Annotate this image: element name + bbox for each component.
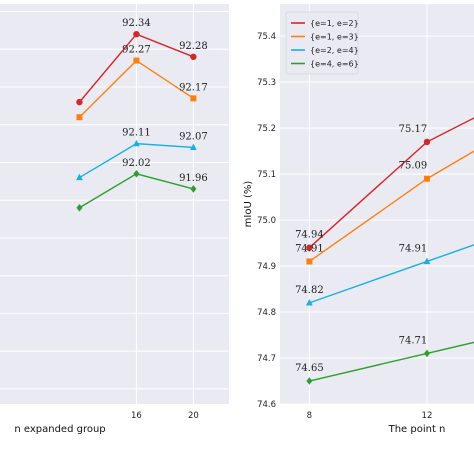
right-y-tick-label: 75.1 xyxy=(257,170,276,180)
left-x-axis-label: n expanded group xyxy=(14,424,105,435)
left-series-4-data-label: 92.02 xyxy=(122,158,151,169)
right-series-2-point xyxy=(423,175,430,182)
right-legend-label-1: {e=1, e=2} xyxy=(310,19,359,28)
left-series-3-data-label: 92.11 xyxy=(122,128,151,139)
left-series-4-point xyxy=(190,185,197,193)
right-legend-label-2: {e=1, e=3} xyxy=(310,33,359,42)
right-y-tick-label: 74.8 xyxy=(257,308,276,318)
right-x-axis-label: The point n xyxy=(388,424,446,435)
right-legend-label-3: {e=2, e=4} xyxy=(310,46,359,55)
right-series-3-point xyxy=(305,299,313,306)
right-series-4-data-label: 74.71 xyxy=(399,335,428,346)
left-plot-area xyxy=(76,30,197,212)
left-series-4 xyxy=(76,170,197,212)
right-y-tick-label: 75.0 xyxy=(257,216,276,226)
right-legend: {e=1, e=2} {e=1, e=3} {e=2, e=4} {e=4, e=6} xyxy=(285,11,359,75)
right-series-2-data-label: 74.91 xyxy=(295,243,324,254)
right-y-axis-label: mIoU (%) xyxy=(243,181,254,228)
left-series-1-data-label: 92.34 xyxy=(122,18,151,29)
right-plot-area xyxy=(305,117,474,385)
right-series-2-point xyxy=(306,258,313,265)
left-panel: 16 20 n expanded group 92.34 92.28 92.27 92.17… xyxy=(0,4,229,435)
left-x-tick-label: 20 xyxy=(188,411,199,421)
right-y-tick-label: 74.7 xyxy=(257,354,276,364)
left-series-3 xyxy=(76,139,197,181)
right-series-3-data-label: 74.82 xyxy=(295,285,324,296)
right-series-4-point xyxy=(306,377,313,385)
left-series-2-point xyxy=(76,114,83,121)
right-series-1-point xyxy=(423,138,431,146)
right-series-4-data-label: 74.65 xyxy=(295,363,324,374)
right-series-1-point xyxy=(306,244,313,251)
right-x-tick-label: 12 xyxy=(422,411,433,421)
left-series-1 xyxy=(76,30,197,106)
left-series-2 xyxy=(76,57,197,121)
left-series-3-data-label: 92.07 xyxy=(179,131,208,142)
left-series-1-point xyxy=(190,53,197,61)
left-series-3-point xyxy=(133,139,140,147)
right-series-1-data-label: 75.17 xyxy=(399,124,428,135)
right-series-3-point xyxy=(423,257,431,265)
right-series-3 xyxy=(305,244,474,306)
left-series-3-point xyxy=(189,143,197,150)
right-series-1 xyxy=(306,117,474,251)
left-series-2-data-label: 92.27 xyxy=(122,45,151,56)
right-legend-label-4: {e=4, e=6} xyxy=(310,60,359,69)
left-series-1-data-label: 92.28 xyxy=(179,41,208,52)
right-y-tick-label: 75.4 xyxy=(257,32,276,42)
right-y-tick-label: 74.9 xyxy=(257,262,276,272)
left-series-4-point xyxy=(133,170,140,178)
left-series-2-point xyxy=(133,57,140,64)
left-series-3-point xyxy=(76,173,83,181)
left-series-1-point xyxy=(133,30,140,38)
left-series-2-point xyxy=(190,95,197,102)
left-series-4-data-label: 91.96 xyxy=(179,173,208,184)
right-y-tick-label: 75.3 xyxy=(257,78,276,88)
right-x-tick-label: 8 xyxy=(307,411,312,421)
left-series-4-point xyxy=(76,203,83,212)
right-y-tick-label: 75.2 xyxy=(257,124,276,134)
right-series-2-data-label: 75.09 xyxy=(399,161,428,172)
right-y-tick-label: 74.6 xyxy=(257,400,276,410)
right-legend-box xyxy=(285,11,359,75)
right-series-4-point xyxy=(423,349,430,358)
right-series-2 xyxy=(306,150,474,265)
left-series-1-point xyxy=(76,98,83,106)
right-series-3-data-label: 74.91 xyxy=(399,243,428,254)
right-series-4 xyxy=(306,341,474,385)
right-series-1-data-label: 74.94 xyxy=(295,230,324,241)
left-plot-background xyxy=(0,4,229,404)
right-panel: 74.6 74.7 74.8 74.9 75.0 75.1 75.2 75.3 75.4 8 12 T… xyxy=(243,4,474,435)
left-x-tick-label: 16 xyxy=(131,411,142,421)
left-series-2-data-label: 92.17 xyxy=(179,82,208,93)
